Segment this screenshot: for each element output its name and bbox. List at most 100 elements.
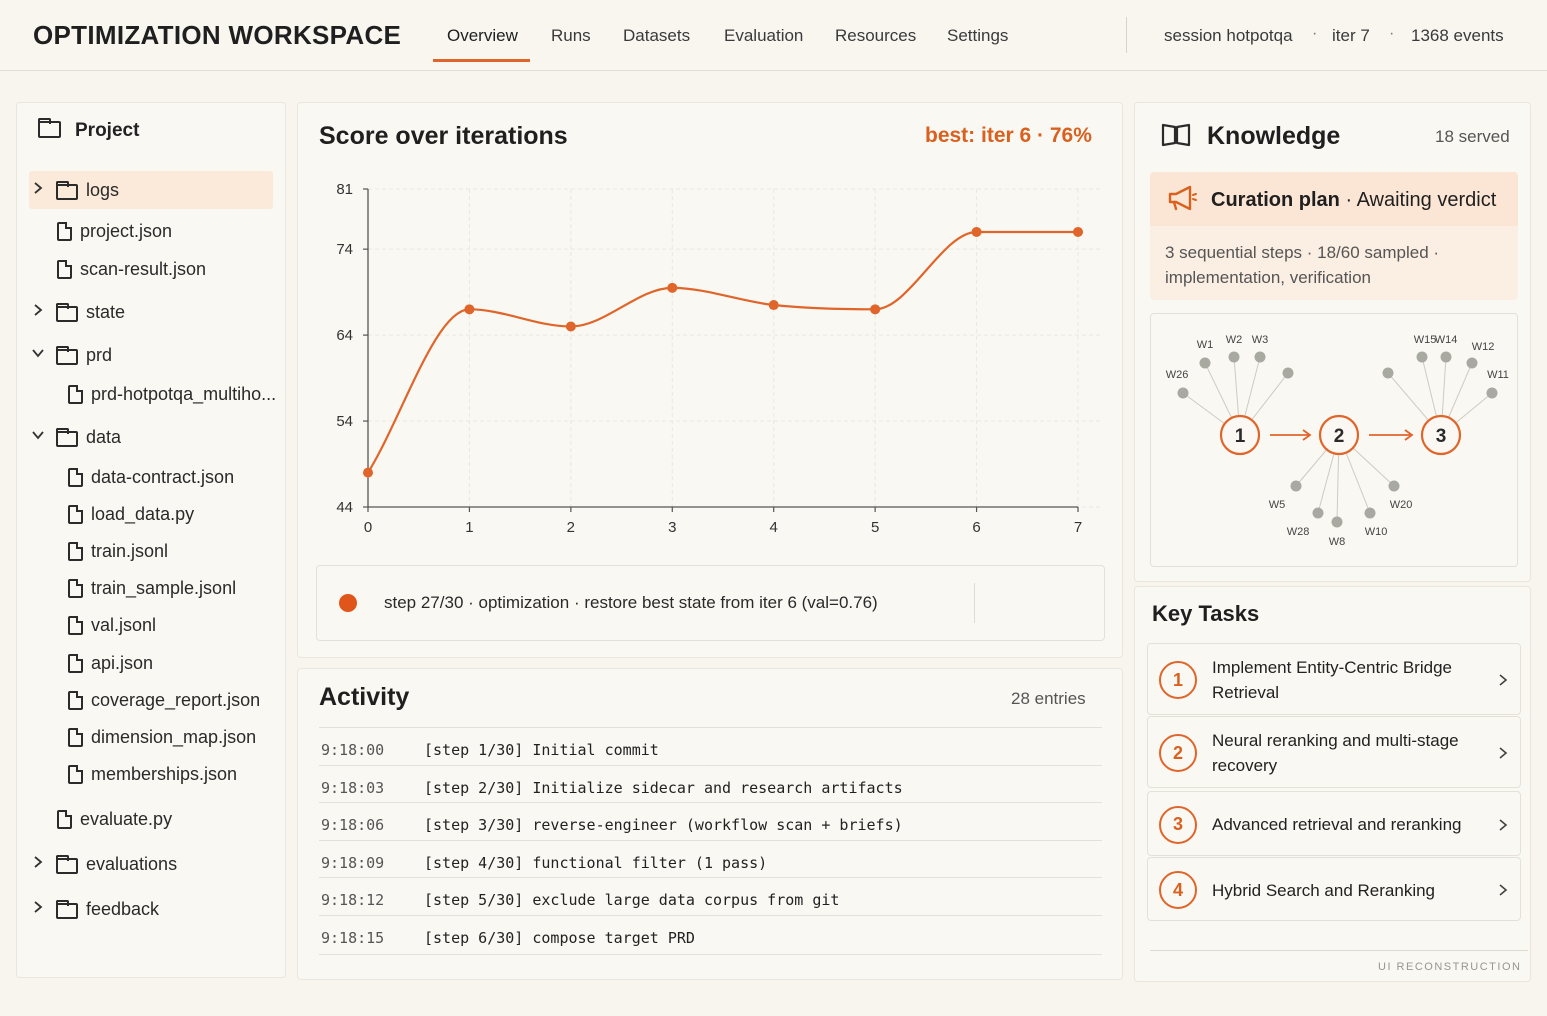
worker-node[interactable] — [1312, 507, 1324, 519]
score-line-chart: 44 54 64 74 81 0 1 2 3 4 5 6 7 — [336, 181, 1103, 536]
chevron-right-icon[interactable] — [31, 900, 45, 917]
tree-file-scan-result-json[interactable]: scan-result.json — [57, 254, 206, 284]
data-point[interactable] — [870, 304, 881, 315]
folder-icon — [56, 428, 78, 447]
step-node[interactable] — [1318, 414, 1360, 456]
tree-file-train-jsonl[interactable]: train.jsonl — [68, 536, 168, 566]
activity-row: 9:18:00 [step 1/30] Initial commit — [319, 727, 1102, 764]
tree-item-label: coverage_report.json — [91, 689, 261, 710]
data-point[interactable] — [1073, 226, 1083, 237]
task-label: Hybrid Search and Reranking — [1212, 880, 1436, 900]
chevron-right-icon[interactable] — [31, 181, 45, 198]
task-item-2[interactable]: 2 Neural reranking and multi-stage recove… — [1147, 716, 1521, 788]
data-point[interactable] — [565, 321, 576, 332]
task-label: Advanced retrieval and reranking — [1212, 815, 1462, 834]
tree-item-label: val.jsonl — [91, 614, 157, 635]
worker-node[interactable] — [1388, 480, 1400, 492]
curation-plan-header[interactable] — [1150, 172, 1518, 226]
step-node[interactable] — [1219, 414, 1261, 456]
iteration-label: iter 7 — [1332, 26, 1370, 45]
tab-resources[interactable]: Resources — [835, 26, 917, 45]
task-label: Implement Entity-Centric Bridge Retrieva… — [1212, 658, 1452, 702]
worker-node[interactable] — [1228, 351, 1240, 363]
activity-title: Activity — [319, 683, 410, 711]
tree-item-label: prd-hotpotqa_multiho... — [91, 383, 277, 404]
worker-node[interactable] — [1290, 480, 1302, 492]
curation-plan-description: 3 sequential steps · 18/60 sampled · imp… — [1165, 243, 1440, 287]
tree-item-label: prd — [86, 344, 113, 365]
tree-file-api-json[interactable]: api.json — [68, 648, 153, 678]
chevron-right-icon[interactable] — [31, 303, 45, 320]
worker-node[interactable] — [1382, 367, 1394, 379]
tree-file-load-data-py[interactable]: load_data.py — [68, 499, 194, 529]
folder-icon — [56, 181, 78, 200]
tree-file-coverage-report-json[interactable]: coverage_report.json — [68, 685, 260, 715]
tree-file-train-sample-jsonl[interactable]: train_sample.jsonl — [68, 573, 236, 603]
tree-item-label: feedback — [86, 898, 160, 919]
data-point[interactable] — [464, 304, 475, 315]
step-number: 2 — [1334, 426, 1345, 447]
tree-folder-feedback[interactable]: feedback — [56, 894, 159, 924]
task-number-badge: 1 — [1159, 661, 1197, 699]
chevron-down-icon[interactable] — [31, 428, 45, 445]
tree-folder-data[interactable]: data — [56, 422, 121, 452]
chevron-right-icon[interactable] — [31, 855, 45, 872]
tree-file-project-json[interactable]: project.json — [57, 216, 172, 246]
worker-node[interactable] — [1282, 367, 1294, 379]
file-icon — [68, 541, 83, 561]
tree-folder-state[interactable]: state — [56, 297, 125, 327]
tree-item-label: train_sample.jsonl — [91, 577, 237, 598]
worker-node[interactable] — [1364, 507, 1376, 519]
tree-folder-logs[interactable]: logs — [56, 175, 119, 205]
tree-item-label: data — [86, 426, 122, 447]
worker-node[interactable] — [1199, 357, 1211, 369]
tree-file-data-contract-json[interactable]: data-contract.json — [68, 462, 234, 492]
session-name: session hotpotqa — [1164, 26, 1293, 45]
chevron-down-icon[interactable] — [31, 346, 45, 363]
tree-folder-prd[interactable]: prd — [56, 340, 112, 370]
data-point[interactable] — [971, 226, 982, 237]
knowledge-served-count: 18 served — [1435, 127, 1510, 146]
project-title: Project — [75, 120, 140, 141]
tree-file-prd-hotpotqa-multiho[interactable]: prd-hotpotqa_multiho... — [68, 379, 276, 409]
activity-message: [step 3/30] reverse-engineer (workflow s… — [424, 816, 903, 835]
tab-runs[interactable]: Runs — [551, 26, 591, 45]
tree-file-evaluate-py[interactable]: evaluate.py — [57, 804, 172, 834]
step-node[interactable] — [1420, 414, 1462, 456]
activity-bottom-border — [319, 954, 1102, 955]
data-point[interactable] — [768, 300, 779, 311]
worker-node[interactable] — [1331, 516, 1343, 528]
y-tick-label: 54 — [336, 413, 353, 430]
data-point[interactable] — [363, 467, 373, 478]
worker-node[interactable] — [1254, 351, 1266, 363]
worker-node[interactable] — [1466, 357, 1478, 369]
task-item-3[interactable]: 3 Advanced retrieval and reranking — [1147, 791, 1521, 856]
worker-node[interactable] — [1416, 351, 1428, 363]
knowledge-title: Knowledge — [1207, 122, 1341, 150]
worker-label: W20 — [1390, 499, 1413, 511]
tree-folder-evaluations[interactable]: evaluations — [56, 849, 177, 879]
file-icon — [68, 653, 83, 673]
task-item-1[interactable]: 1 Implement Entity-Centric Bridge Retriev… — [1147, 643, 1521, 715]
tab-evaluation[interactable]: Evaluation — [724, 26, 804, 45]
tab-datasets[interactable]: Datasets — [623, 26, 691, 45]
tab-overview[interactable]: Overview — [447, 26, 518, 45]
tree-file-val-jsonl[interactable]: val.jsonl — [68, 610, 156, 640]
chevron-right-icon — [1498, 745, 1508, 766]
status-divider — [974, 583, 975, 623]
tree-file-dimension-map-json[interactable]: dimension_map.json — [68, 722, 256, 752]
tab-settings[interactable]: Settings — [947, 26, 1009, 45]
tree-item-label: state — [86, 301, 126, 322]
worker-label: W12 — [1472, 341, 1495, 353]
worker-node[interactable] — [1177, 387, 1189, 399]
megaphone-icon — [1168, 185, 1197, 211]
x-tick-label: 1 — [465, 519, 473, 536]
file-icon — [68, 578, 83, 598]
worker-node[interactable] — [1486, 387, 1498, 399]
task-label: Neural reranking and multi-stage recover… — [1212, 731, 1459, 775]
task-item-4[interactable]: 4 Hybrid Search and Reranking — [1147, 857, 1521, 921]
worker-node[interactable] — [1440, 351, 1452, 363]
data-point[interactable] — [667, 282, 678, 293]
tree-file-memberships-json[interactable]: memberships.json — [68, 759, 237, 789]
